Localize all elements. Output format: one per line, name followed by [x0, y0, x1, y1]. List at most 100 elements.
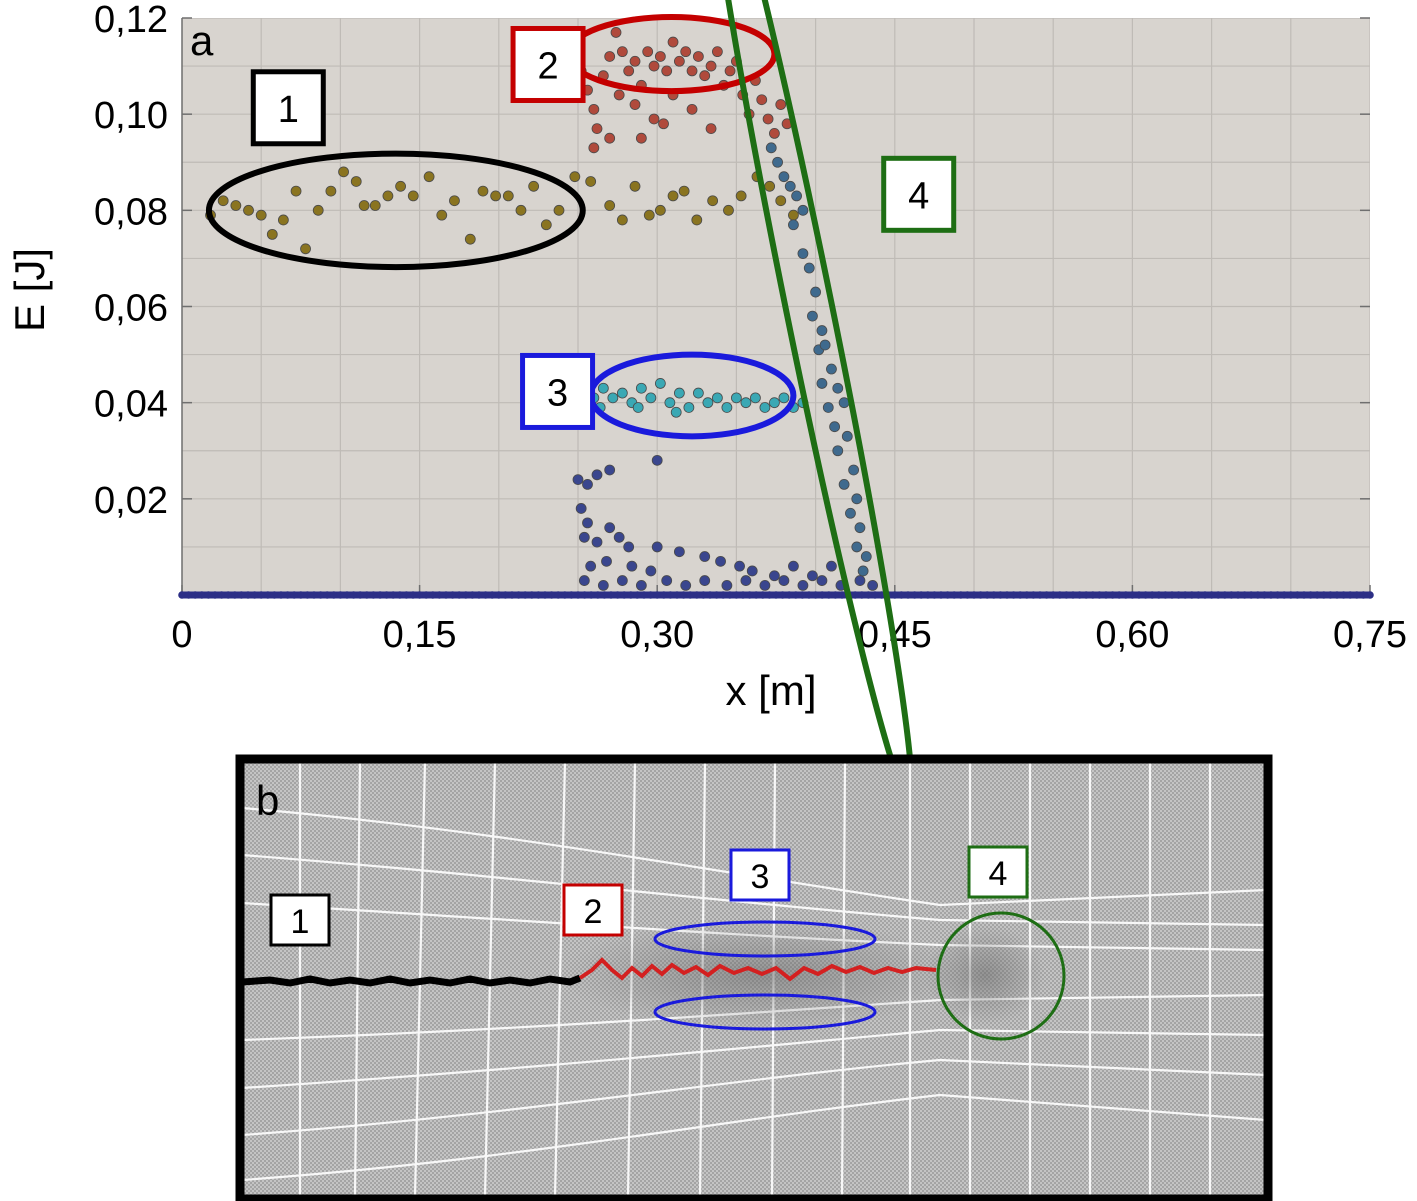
baseline-point	[521, 591, 529, 599]
baseline-point	[666, 591, 675, 599]
y-tick-label: 0,10	[94, 95, 168, 137]
data-point	[759, 579, 771, 591]
data-point	[735, 190, 747, 202]
data-point	[490, 190, 502, 202]
data-point	[255, 209, 267, 221]
baseline-point	[1201, 591, 1209, 599]
data-point	[691, 214, 703, 226]
crack-tip-shading	[925, 925, 1045, 1025]
baseline-point	[402, 591, 411, 599]
grid-lines	[182, 18, 1370, 595]
baseline-point	[1009, 591, 1018, 599]
baseline-point	[244, 591, 252, 599]
data-point	[778, 392, 790, 404]
baseline-point	[917, 591, 925, 599]
data-point	[629, 180, 641, 192]
panel-a-label: a	[190, 17, 214, 64]
data-point	[578, 531, 590, 543]
baseline-point	[1069, 591, 1077, 599]
baseline-point	[580, 591, 589, 599]
baseline-point	[488, 591, 497, 599]
baseline-point	[1333, 591, 1341, 599]
baseline-point	[792, 591, 800, 599]
data-point	[629, 99, 641, 110]
baseline-point	[1221, 591, 1229, 599]
data-point	[810, 286, 821, 298]
baseline-point	[330, 591, 338, 599]
data-point	[648, 60, 660, 72]
baseline-point	[1155, 591, 1163, 599]
data-point	[449, 195, 460, 207]
baseline-point	[1306, 591, 1315, 599]
data-point	[654, 204, 666, 216]
data-point	[585, 176, 597, 187]
data-point	[832, 445, 844, 457]
data-point	[585, 560, 597, 572]
baseline-point	[924, 591, 932, 599]
data-point	[369, 200, 381, 211]
data-point	[778, 575, 790, 586]
data-point	[616, 46, 628, 58]
baseline-point	[983, 591, 991, 599]
data-point	[338, 166, 349, 178]
y-axis-label: E [J]	[6, 248, 53, 332]
region-label-3: 3	[547, 372, 568, 414]
region-label-box-3	[520, 352, 596, 430]
region-label-box-2	[510, 25, 586, 103]
baseline-point	[600, 591, 609, 599]
data-point	[686, 103, 698, 115]
data-point	[851, 541, 863, 553]
data-point	[711, 46, 723, 58]
data-point	[797, 579, 809, 591]
data-point	[635, 132, 647, 144]
baseline-point	[442, 591, 450, 599]
data-point	[750, 392, 761, 404]
data-point	[778, 171, 790, 183]
data-point	[784, 180, 796, 192]
data-point	[667, 190, 679, 202]
x-tick-label: 0,30	[620, 614, 694, 656]
baseline-point	[1122, 591, 1130, 599]
data-point	[635, 382, 647, 394]
baseline-point	[1023, 591, 1031, 599]
baseline-point	[1049, 591, 1057, 599]
baseline-point	[1003, 591, 1011, 599]
data-point	[607, 392, 619, 404]
data-point	[623, 65, 635, 77]
panel-b-label-4: 4	[989, 855, 1008, 893]
baseline-point	[699, 591, 708, 599]
baseline-point	[336, 591, 345, 599]
data-point	[464, 233, 476, 245]
baseline-point	[1194, 591, 1203, 599]
baseline-point	[706, 591, 714, 599]
data-point	[528, 180, 540, 192]
baseline-point	[646, 591, 655, 599]
data-point	[604, 522, 616, 534]
data-point	[816, 325, 828, 336]
data-point	[502, 190, 514, 202]
baseline-point	[1082, 591, 1090, 599]
baseline-point	[897, 591, 906, 599]
data-point	[680, 579, 692, 591]
data-point	[711, 392, 723, 404]
baseline-point	[864, 591, 873, 599]
baseline-point	[1108, 591, 1117, 599]
data-point	[857, 565, 869, 577]
baseline-point	[250, 591, 259, 599]
baseline-point	[184, 591, 193, 599]
baseline-point	[211, 591, 219, 599]
baseline-point	[310, 591, 318, 599]
region-label-4: 4	[908, 175, 929, 217]
baseline-point	[620, 591, 628, 599]
data-point	[582, 479, 593, 490]
data-point	[325, 185, 337, 197]
baseline-point	[633, 591, 642, 599]
baseline-point	[264, 591, 272, 599]
data-point	[692, 387, 704, 399]
data-point	[851, 493, 863, 505]
data-point	[699, 551, 711, 562]
baseline-point	[297, 591, 305, 599]
data-point	[654, 51, 666, 62]
baseline-point	[1326, 591, 1335, 599]
baseline-point	[435, 591, 444, 599]
